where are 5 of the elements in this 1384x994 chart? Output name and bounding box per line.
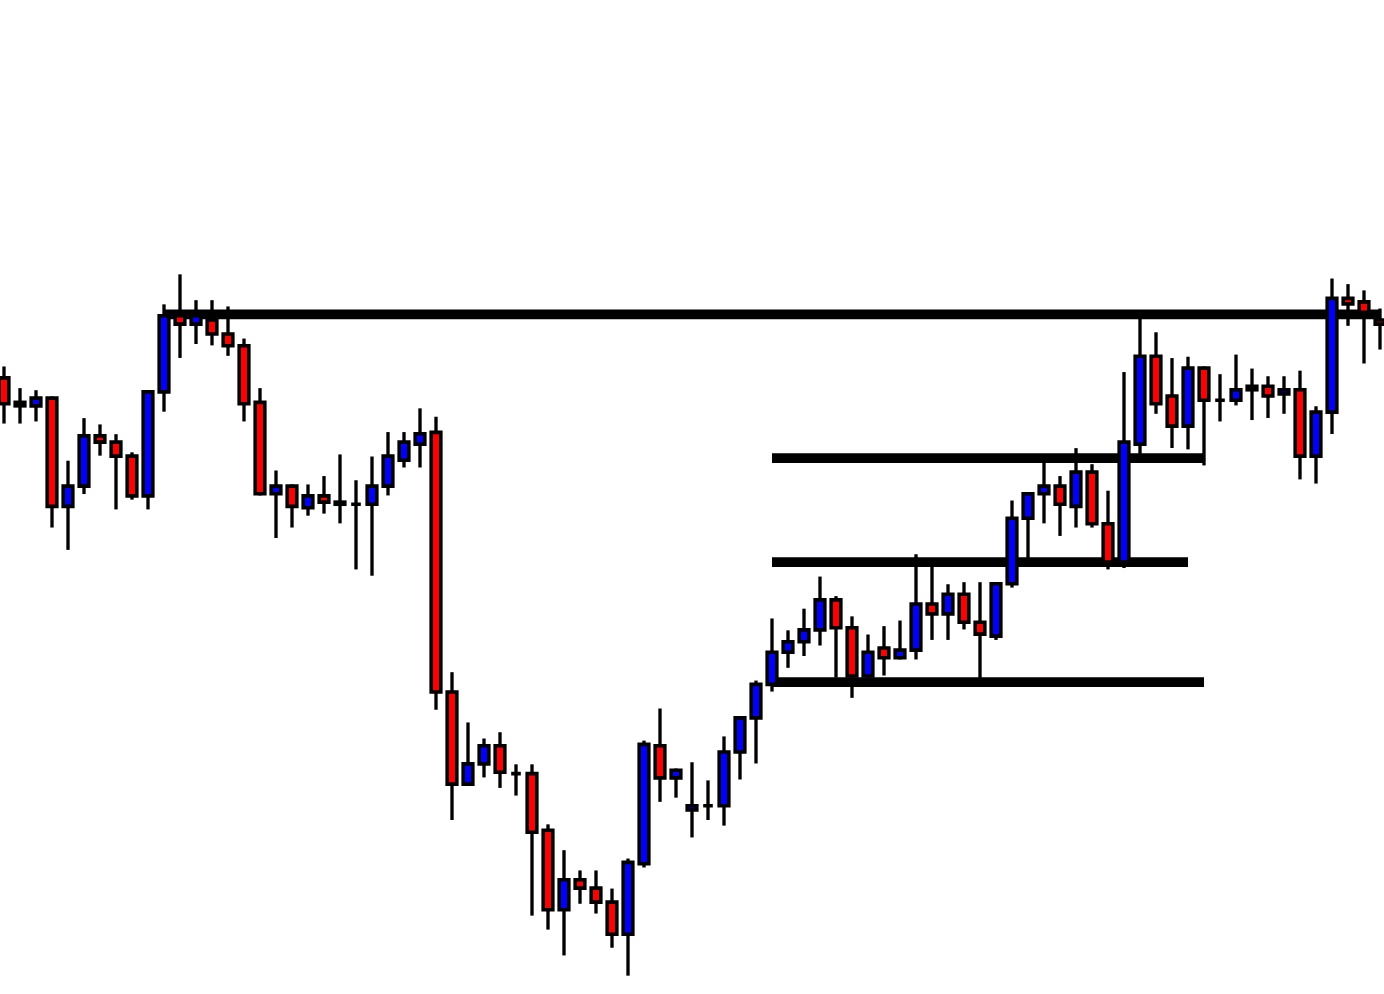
candlestick [1213, 374, 1227, 422]
candlestick [701, 780, 715, 821]
candlestick [509, 764, 523, 796]
candlestick [685, 762, 699, 838]
candlestick [349, 480, 363, 570]
